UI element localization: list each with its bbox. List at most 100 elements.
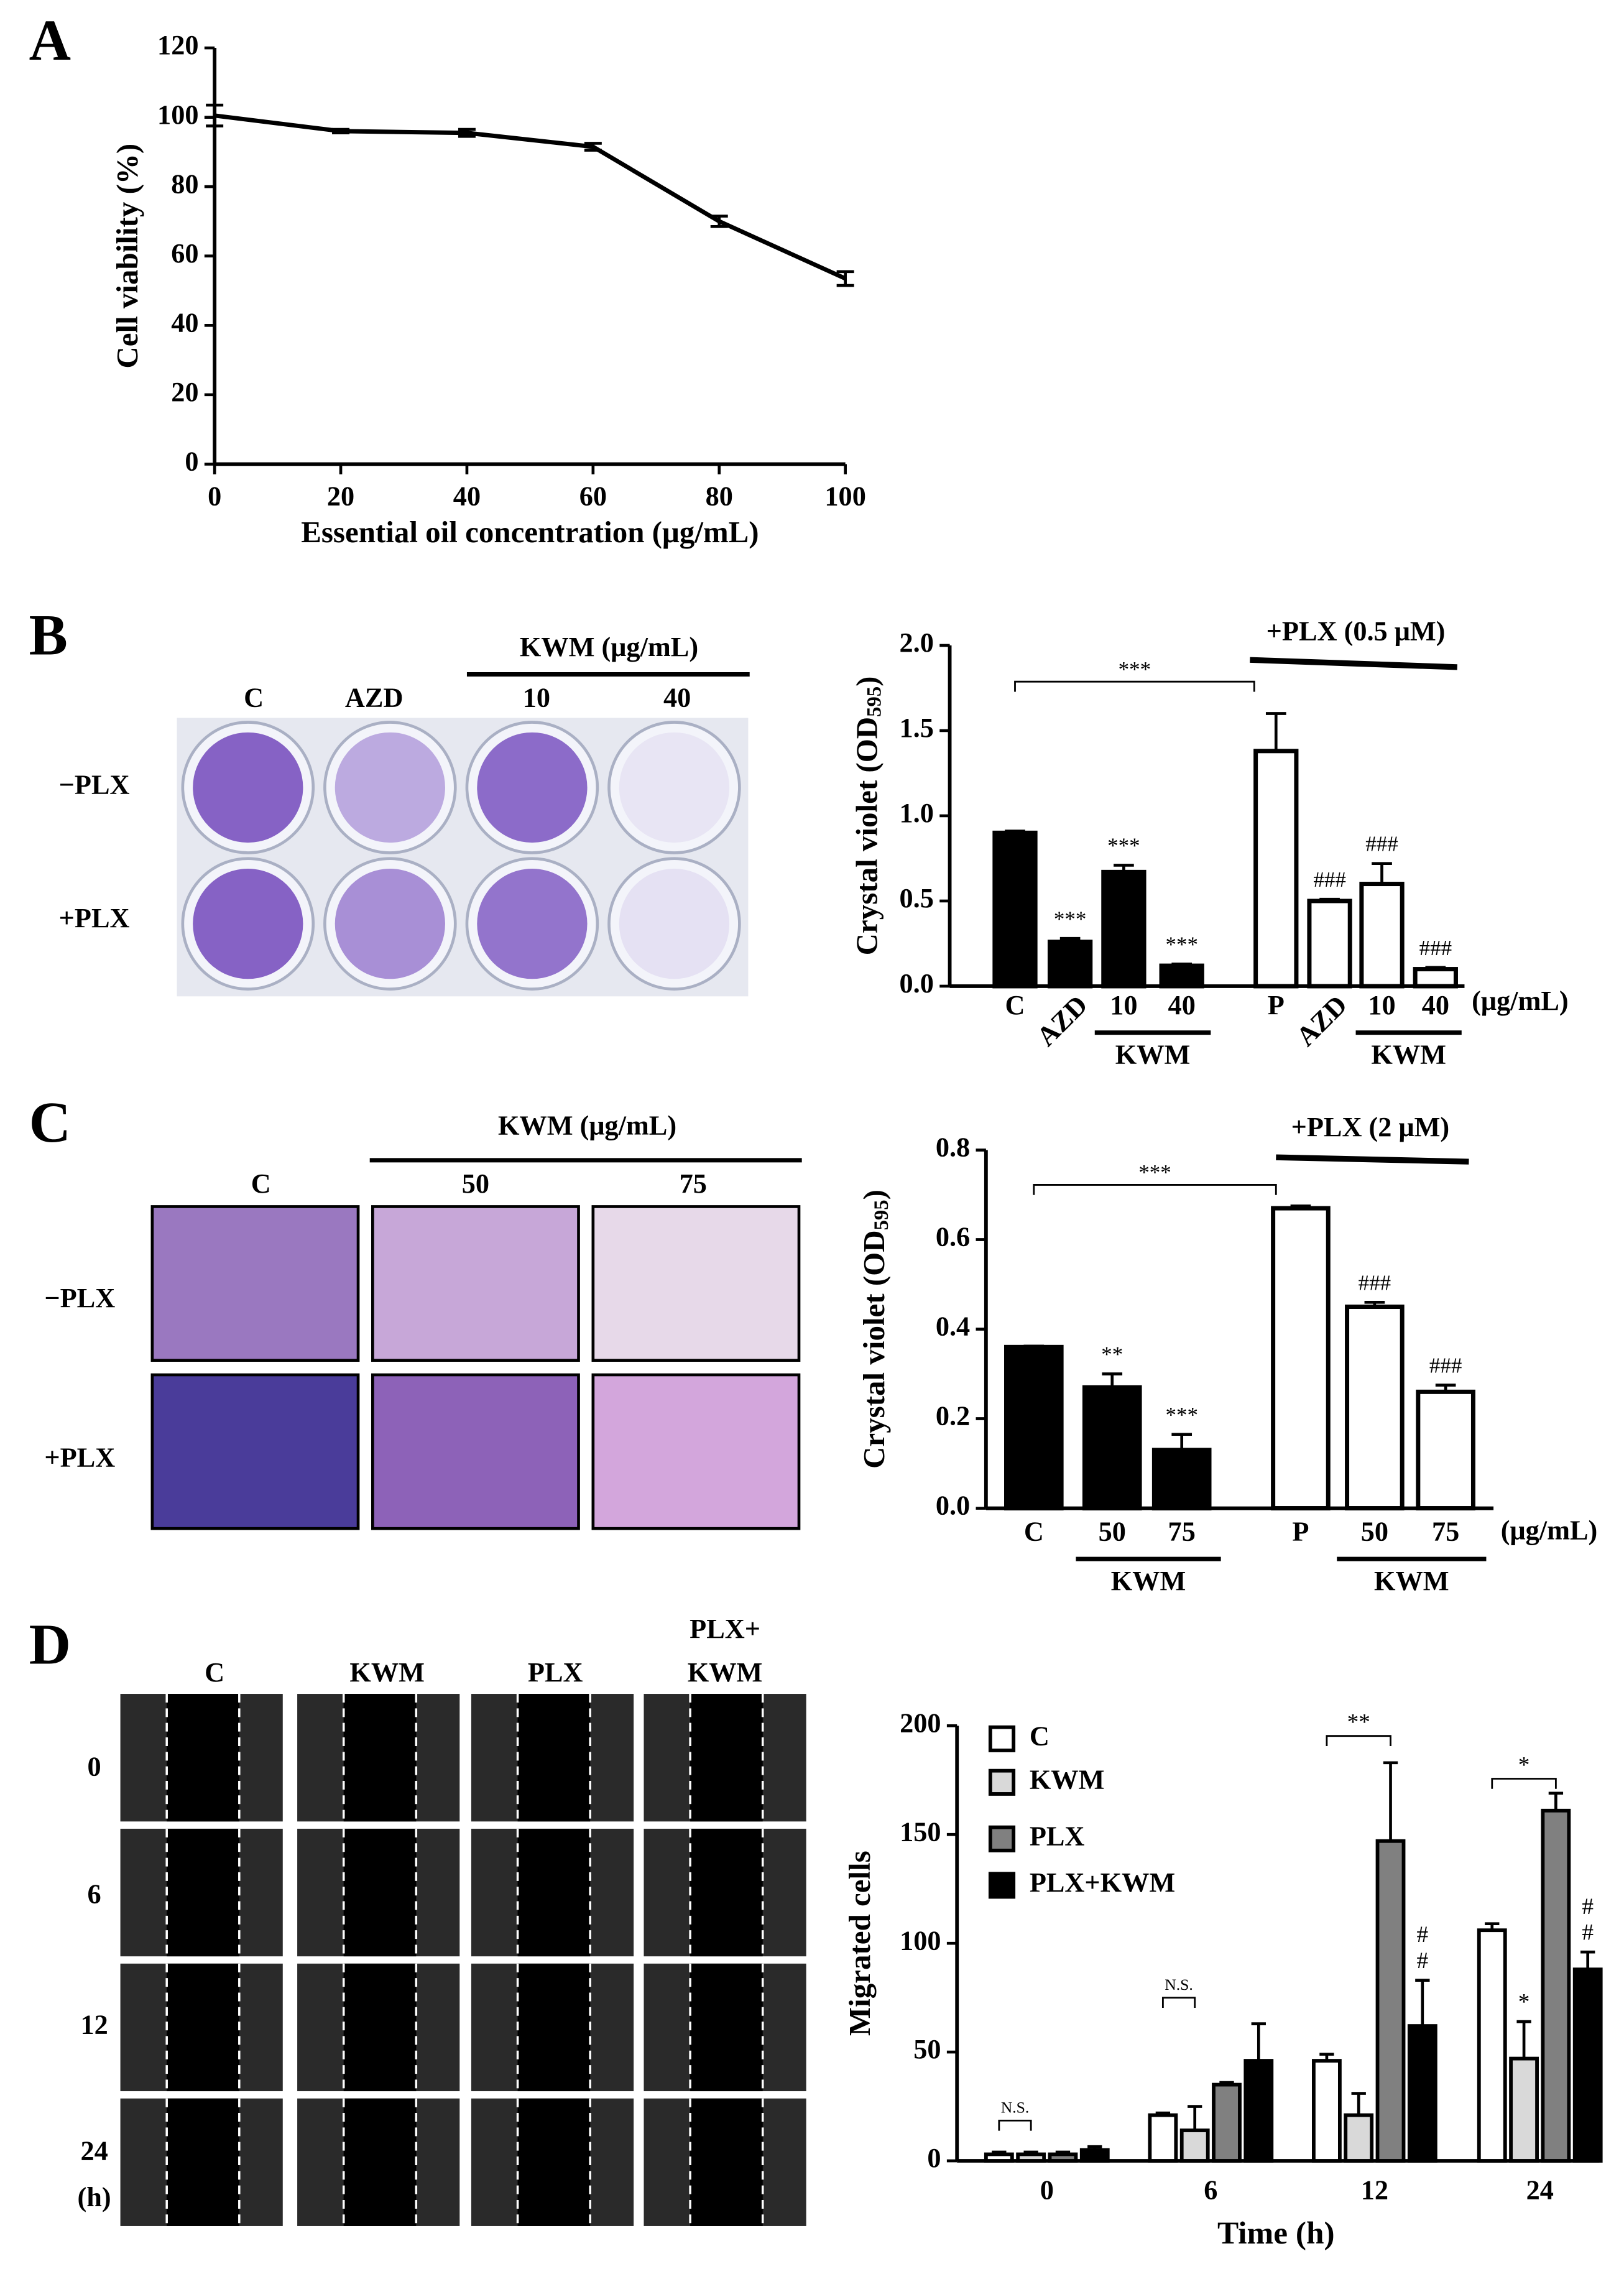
bracket-label: **	[1347, 1710, 1370, 1736]
x-tick-label: 10	[1368, 990, 1395, 1020]
bar	[1416, 1389, 1475, 1511]
x-axis-label: Time (h)	[1217, 2216, 1335, 2251]
bar	[1082, 1385, 1142, 1511]
bar	[1016, 2152, 1046, 2163]
bracket-label: *	[1518, 1752, 1530, 1778]
well-stain	[193, 869, 303, 979]
wound-gap	[517, 2098, 591, 2226]
row-label: 24	[80, 2136, 108, 2166]
column-label: KWM	[349, 1657, 425, 1688]
bar	[1509, 2056, 1539, 2163]
y-tick-label: 150	[900, 1816, 941, 1847]
y-tick-label: 0	[185, 446, 198, 477]
plx-line	[1250, 657, 1457, 670]
legend-swatch	[988, 1825, 1016, 1852]
wound-gap	[167, 1963, 239, 2092]
significance: ###	[1359, 1270, 1391, 1295]
legend-swatch	[988, 1768, 1016, 1796]
wound-gap	[167, 1828, 239, 1957]
bracket	[1326, 1735, 1391, 1746]
bar	[1344, 2113, 1374, 2163]
x-tick-label: 75	[1432, 1517, 1459, 1547]
y-axis-label-part: 595	[864, 686, 886, 717]
x-tick-label: 12	[1361, 2175, 1388, 2205]
x-tick-label: 6	[1204, 2175, 1217, 2205]
transwell-photo	[371, 1373, 580, 1530]
row-label: +PLX	[59, 903, 130, 933]
panel-label: D	[29, 1612, 71, 1676]
y-tick-label: 0.2	[936, 1401, 970, 1431]
row-label: +PLX	[44, 1443, 115, 1473]
y-axis-label: Cell viability (%)	[110, 144, 144, 369]
significance: #	[1582, 1894, 1594, 1920]
x-axis-label: Essential oil concentration (μg/mL)	[301, 515, 759, 549]
bar	[1148, 2113, 1178, 2163]
y-tick-label: 0.5	[900, 883, 934, 913]
bar	[1159, 963, 1204, 989]
bar	[1572, 1967, 1603, 2163]
y-tick-label: 0.6	[936, 1222, 970, 1252]
group-label: KWM	[1371, 1039, 1446, 1070]
unit-label: (μg/mL)	[1501, 1515, 1598, 1545]
row-label: 0	[88, 1751, 101, 1782]
column-label: C	[251, 1168, 271, 1199]
bar	[1477, 1928, 1507, 2163]
legend-label: PLX+KWM	[1030, 1867, 1175, 1898]
row-unit: (h)	[78, 2182, 111, 2212]
bar	[1243, 2059, 1274, 2163]
bar	[1413, 967, 1458, 989]
significance: ###	[1365, 832, 1398, 856]
significance: ###	[1419, 936, 1452, 960]
y-tick-label: 0.4	[936, 1311, 970, 1342]
row-label: 6	[88, 1879, 101, 1910]
wound-gap	[517, 1828, 591, 1957]
well-photo	[607, 857, 741, 991]
y-tick-label: 200	[900, 1708, 941, 1739]
y-tick-label: 100	[900, 1925, 941, 1956]
column-label: AZD	[345, 683, 404, 713]
x-tick-label: 24	[1526, 2175, 1554, 2205]
transwell-photo	[150, 1373, 360, 1530]
y-tick-label: 1.0	[900, 798, 934, 828]
y-tick-label: 0.0	[900, 968, 934, 999]
group-label: KWM	[1115, 1039, 1191, 1070]
wound-gap	[690, 1963, 763, 2092]
transwell-photo	[150, 1205, 360, 1362]
x-tick-label: 0	[1040, 2175, 1054, 2205]
column-label: C	[244, 683, 264, 713]
x-tick-label: 0	[208, 481, 221, 512]
wound-gap	[343, 2098, 417, 2226]
well-stain	[193, 732, 303, 843]
bracket	[1161, 1997, 1196, 2008]
group-label: KWM	[1111, 1566, 1186, 1596]
y-axis-label-part: Crystal violet (OD	[850, 717, 884, 956]
y-tick-label: 50	[913, 2034, 941, 2064]
x-tick-label: P	[1292, 1517, 1309, 1547]
well-stain	[619, 732, 730, 843]
well-stain	[477, 869, 588, 979]
bar	[1312, 2059, 1342, 2163]
wound-gap	[167, 1694, 239, 1822]
wound-gap	[690, 1694, 763, 1822]
y-axis-label-part: )	[850, 677, 884, 686]
well-stain	[619, 869, 730, 979]
significance: #	[1417, 1948, 1429, 1974]
y-tick-label: 20	[171, 377, 198, 407]
y-tick-label: 40	[171, 307, 198, 338]
wound-gap	[343, 1828, 417, 1957]
legend-label: KWM	[1030, 1764, 1105, 1795]
x-tick-label: 75	[1168, 1517, 1196, 1547]
x-tick-label: 100	[824, 481, 865, 512]
significance: ###	[1313, 867, 1345, 892]
y-axis-label-part: 595	[870, 1199, 893, 1230]
bar	[1212, 2082, 1242, 2163]
x-tick-label: 50	[1361, 1517, 1388, 1547]
wound-gap	[343, 1963, 417, 2092]
unit-label: (μg/mL)	[1472, 986, 1569, 1016]
wound-gap	[690, 1828, 763, 1957]
y-tick-label: 1.5	[900, 713, 934, 743]
x-tick-label: 80	[706, 481, 733, 512]
y-tick-label: 100	[157, 99, 198, 130]
header: KWM (μg/mL)	[520, 632, 698, 662]
bar	[1151, 1448, 1212, 1511]
